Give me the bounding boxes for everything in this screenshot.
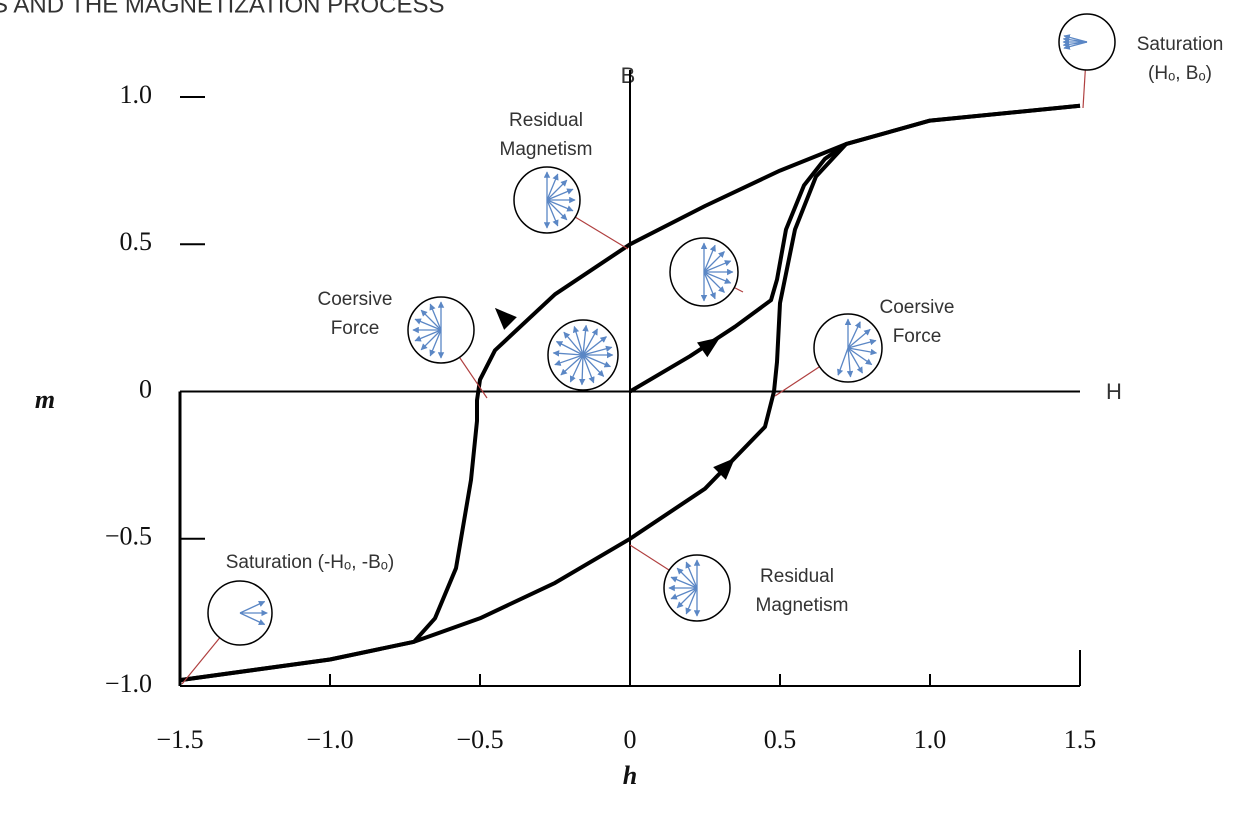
moment-arrow <box>670 587 698 600</box>
curve <box>179 103 1081 683</box>
moment-arrow <box>563 331 584 356</box>
direction-arrow <box>494 307 517 330</box>
x-tick-label: 0.5 <box>764 725 797 754</box>
chart-title: S AND THE MAGNETIZATION PROCESS <box>0 0 445 18</box>
moment-arrow <box>582 354 605 377</box>
moment-arrow <box>552 350 584 357</box>
moment-arrow <box>670 576 698 589</box>
direction-arrow <box>713 457 736 480</box>
moment-arrow <box>569 354 584 383</box>
annotation: Saturation (-Hₒ, -Bₒ) <box>226 552 395 573</box>
moment-arrow <box>546 173 559 201</box>
y-tick-label: −0.5 <box>105 522 152 551</box>
moment-arrow <box>554 354 584 366</box>
moment-arrow <box>676 567 698 589</box>
moment-arrow <box>582 345 613 356</box>
y-axis-name: B <box>621 63 636 88</box>
x-tick-label: 0 <box>624 725 637 754</box>
y-tick-label: −1.0 <box>105 669 152 698</box>
x-tick-label: 1.5 <box>1064 725 1097 754</box>
moment-arrow <box>582 354 611 368</box>
moment-arrow <box>847 321 861 349</box>
y-tick-label: 0 <box>139 374 152 403</box>
x-tick-label: 1.0 <box>914 725 947 754</box>
annotation: (Hₒ, Bₒ) <box>1148 63 1212 84</box>
moment-arrow <box>582 328 598 356</box>
moment-arrow <box>847 347 864 374</box>
y-tick-label: 1.0 <box>120 80 153 109</box>
moment-arrow <box>703 251 725 273</box>
direction-arrow <box>697 337 721 358</box>
y-tick-label: 0.5 <box>120 227 153 256</box>
x-axis-label: h <box>623 761 637 790</box>
y-axis-label: m <box>35 385 55 414</box>
moment-arrow <box>555 340 584 356</box>
moment-arrow <box>429 303 442 331</box>
annotation: Force <box>893 326 942 347</box>
moment-arrow <box>703 271 725 293</box>
moment-arrow <box>582 324 589 356</box>
moment-arrow <box>546 188 574 201</box>
moment-arrow <box>582 336 607 356</box>
annotation: Residual <box>760 566 834 587</box>
moment-arrow <box>429 329 442 357</box>
moment-arrow <box>546 199 568 221</box>
moment-arrow <box>837 347 849 376</box>
annotation: Coersive <box>318 289 393 310</box>
x-tick-label: −1.5 <box>156 725 203 754</box>
moment-arrow <box>420 309 442 331</box>
moment-arrow <box>239 612 266 626</box>
moment-arrow <box>703 271 732 284</box>
annotation: Coersive <box>880 297 955 318</box>
moment-arrow <box>578 354 586 386</box>
moment-arrow <box>847 347 878 356</box>
annotation: Residual <box>509 110 583 131</box>
annotation: Saturation <box>1137 34 1224 55</box>
moment-arrow <box>703 260 732 273</box>
curve <box>179 103 1081 683</box>
annotation: Magnetism <box>756 595 849 616</box>
moment-arrow <box>546 199 574 212</box>
moment-arrow <box>546 199 559 227</box>
moment-arrow <box>846 347 854 378</box>
moment-arrow <box>1063 34 1088 43</box>
moment-arrow <box>582 354 595 384</box>
moment-arrow <box>560 354 584 376</box>
moment-arrow <box>703 271 716 300</box>
moment-arrow <box>685 587 698 615</box>
moment-arrow <box>414 329 442 342</box>
moment-arrow <box>414 318 442 331</box>
moment-arrow <box>847 347 873 366</box>
x-tick-label: −0.5 <box>456 725 503 754</box>
moment-arrow <box>572 325 584 356</box>
annotation: Magnetism <box>500 139 593 160</box>
moment-arrow <box>420 329 442 351</box>
moment-arrow <box>676 587 698 609</box>
moment-arrow <box>239 600 266 614</box>
moment-arrow <box>703 244 716 273</box>
x-tick-label: −1.0 <box>306 725 353 754</box>
x-axis-name: H <box>1106 379 1122 404</box>
annotation: Force <box>331 318 380 339</box>
moment-arrow <box>546 179 568 201</box>
moment-arrow <box>847 338 877 349</box>
moment-arrow <box>685 561 698 589</box>
moment-arrow <box>847 328 871 349</box>
